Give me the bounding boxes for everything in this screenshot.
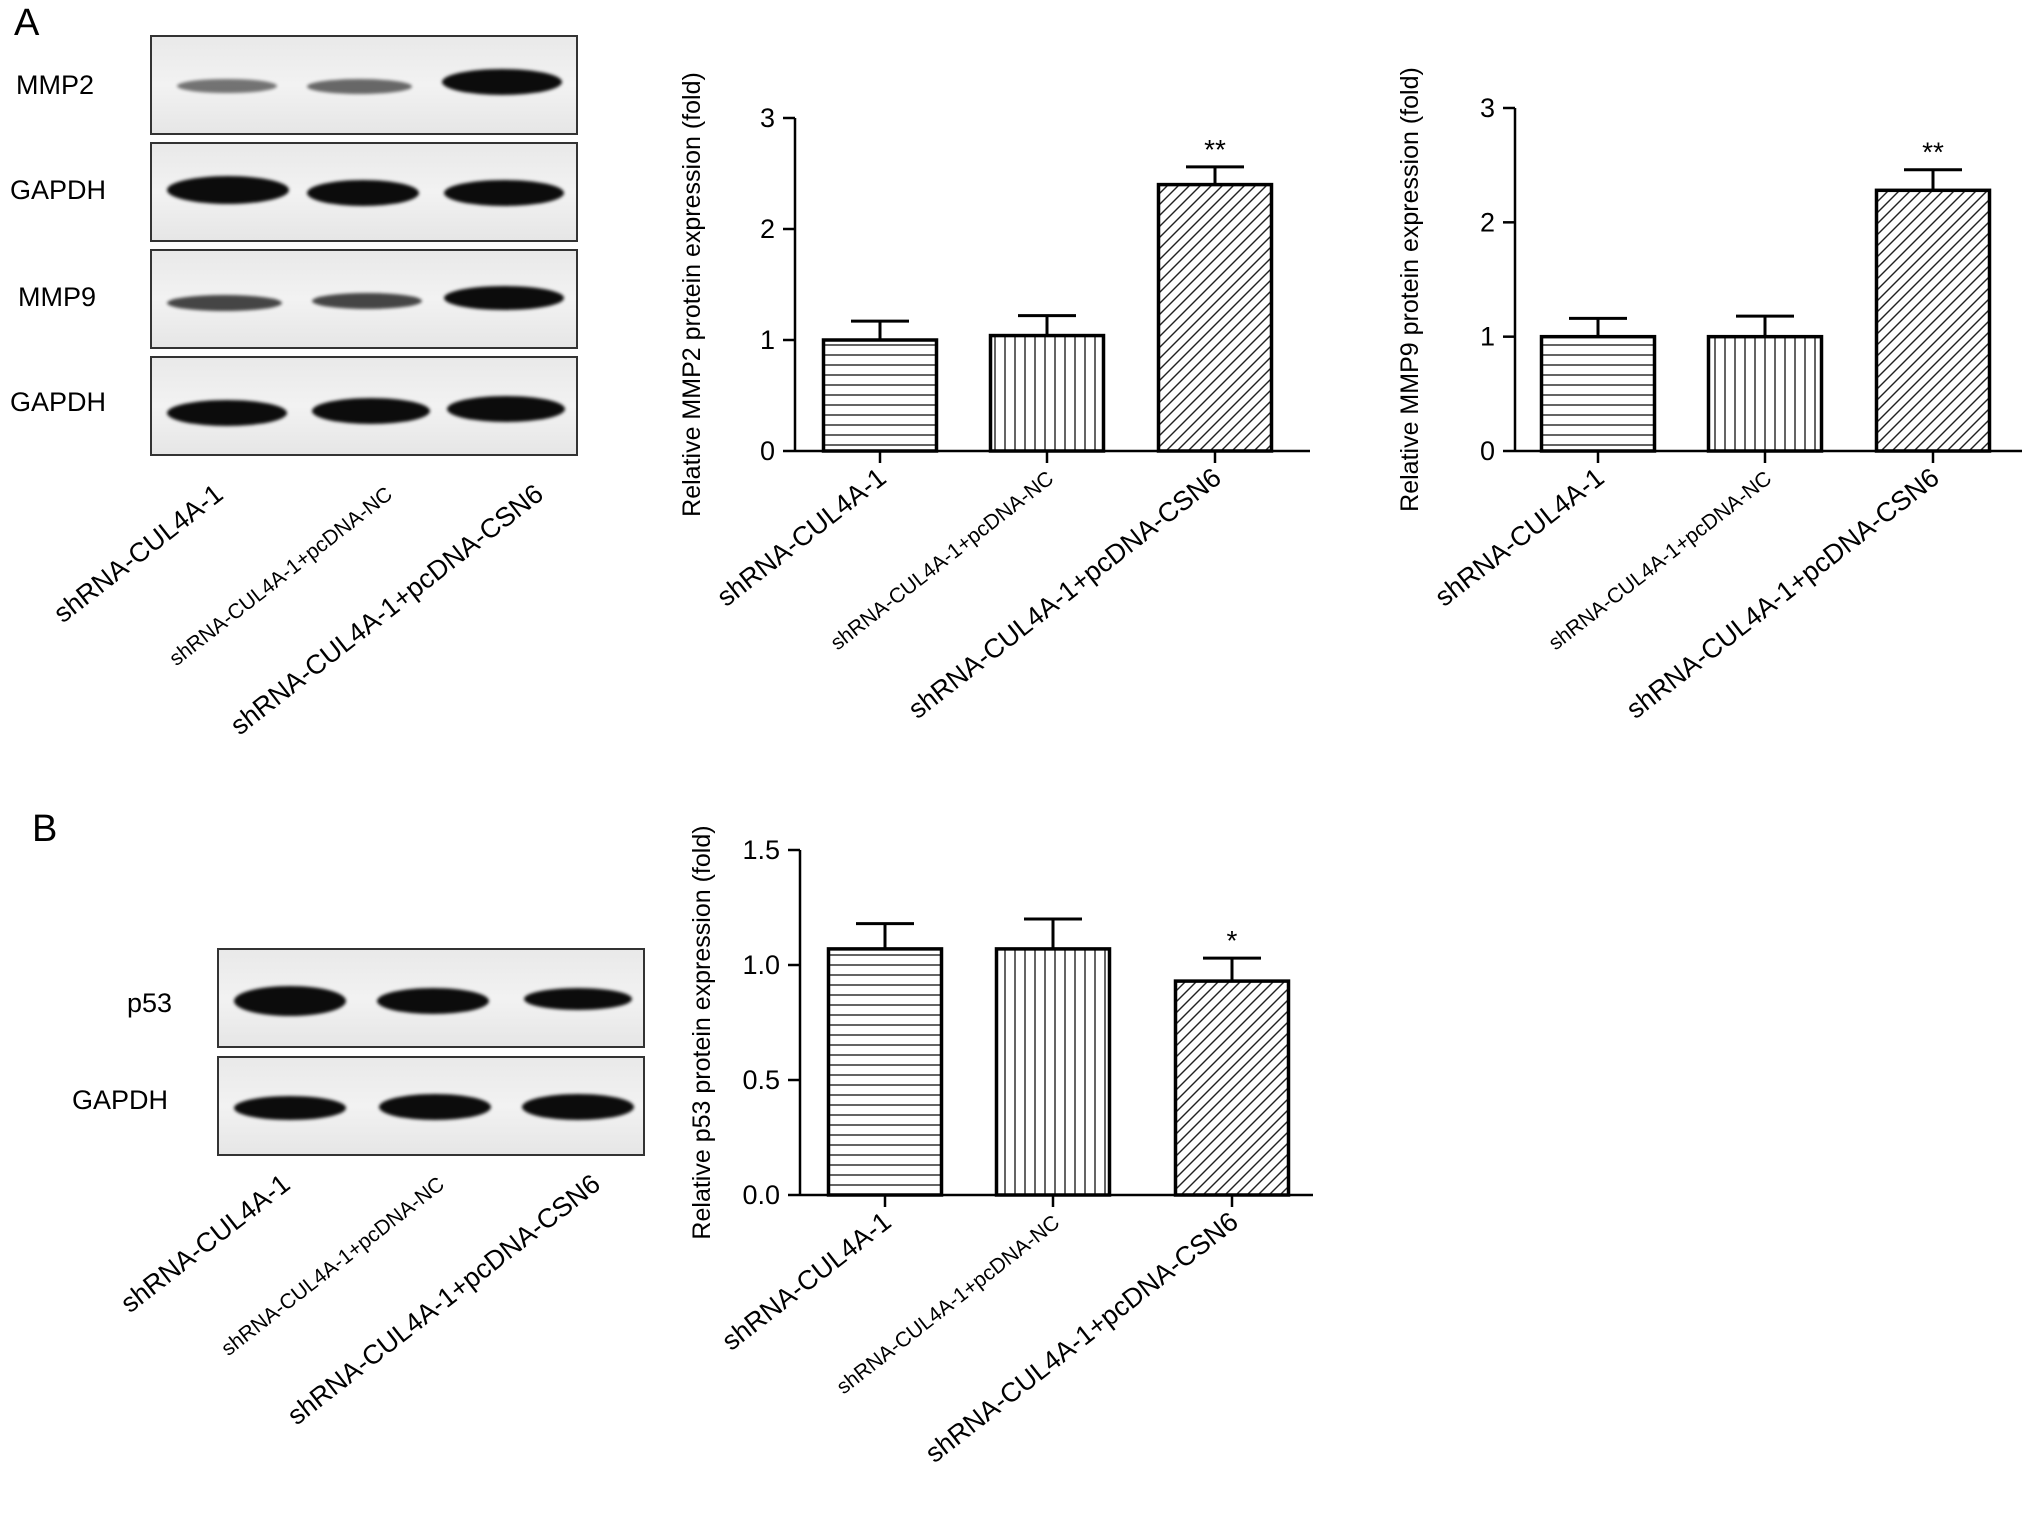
blot-band bbox=[167, 400, 287, 426]
y-tick-label: 0.5 bbox=[742, 1065, 780, 1095]
p53-chart-group: 0.0 0.5 1.0 1.5 Relative p53 protein express… bbox=[688, 825, 1313, 1469]
blot-a-row-label: MMP9 bbox=[18, 282, 97, 312]
blot-b-strip bbox=[217, 1056, 645, 1156]
y-tick-label: 1 bbox=[760, 325, 775, 355]
x-tick-label: shRNA-CUL4A-1+pcDNA-CSN6 bbox=[920, 1206, 1244, 1468]
x-tick-label: shRNA-CUL4A-1+pcDNA-CSN6 bbox=[903, 462, 1227, 724]
y-axis-label: Relative MMP9 protein expression (fold) bbox=[1396, 67, 1424, 512]
bar bbox=[1706, 334, 1824, 453]
blot-b-row-label: GAPDH bbox=[72, 1085, 169, 1115]
bar bbox=[1539, 334, 1657, 453]
blot-b-strip bbox=[217, 948, 645, 1048]
bar bbox=[1156, 182, 1274, 453]
x-tick-label: shRNA-CUL4A-1 bbox=[711, 462, 891, 612]
blot-band bbox=[379, 1094, 491, 1120]
bar bbox=[988, 333, 1106, 453]
blot-band bbox=[167, 176, 289, 204]
bar bbox=[1173, 979, 1291, 1197]
blot-band bbox=[312, 293, 422, 309]
blot-band bbox=[524, 988, 632, 1010]
blot-band bbox=[444, 286, 564, 310]
blot-a-row-label: GAPDH bbox=[10, 175, 107, 205]
x-tick-label: shRNA-CUL4A-1+pcDNA-CSN6 bbox=[1621, 462, 1945, 724]
blot-band bbox=[307, 79, 412, 94]
y-tick-label: 2 bbox=[760, 214, 775, 244]
y-tick-label: 0 bbox=[760, 436, 775, 466]
significance-mark: ** bbox=[1204, 134, 1226, 165]
mmp9-chart-group: 0 1 2 3 Relative MMP9 protein expression (fo… bbox=[1396, 67, 2022, 725]
blot-band bbox=[167, 295, 282, 311]
significance-mark: ** bbox=[1922, 137, 1944, 168]
bar bbox=[1874, 188, 1992, 453]
blot-band bbox=[234, 1096, 346, 1120]
blot-a-strip bbox=[150, 142, 578, 242]
y-tick-label: 1.0 bbox=[742, 950, 780, 980]
blot-a-row-label: GAPDH bbox=[10, 387, 107, 417]
x-tick-label: shRNA-CUL4A-1 bbox=[716, 1206, 896, 1356]
bar bbox=[826, 947, 944, 1197]
panel-a-letter: A bbox=[14, 2, 40, 44]
blot-a-row-label: MMP2 bbox=[16, 70, 95, 100]
blot-band bbox=[177, 79, 277, 93]
y-tick-label: 1.5 bbox=[742, 835, 780, 865]
panel-b-letter: B bbox=[32, 808, 58, 850]
blot-band bbox=[522, 1094, 634, 1120]
blot-b-row-label: p53 bbox=[127, 988, 173, 1018]
y-tick-label: 3 bbox=[1480, 93, 1495, 123]
y-tick-label: 0 bbox=[1480, 436, 1495, 466]
y-axis-label: Relative MMP2 protein expression (fold) bbox=[678, 72, 706, 517]
blot-a-strip bbox=[150, 249, 578, 349]
blot-band bbox=[234, 986, 346, 1016]
x-tick-label: shRNA-CUL4A-1 bbox=[1429, 462, 1609, 612]
blot-band bbox=[444, 180, 564, 206]
bar bbox=[994, 947, 1112, 1197]
mmp2-chart-group: 0 1 2 3 Relative MMP2 protein expression (fo… bbox=[678, 72, 1310, 725]
significance-mark: * bbox=[1227, 925, 1238, 956]
blot-band bbox=[377, 988, 489, 1014]
bar bbox=[821, 338, 939, 453]
y-tick-label: 2 bbox=[1480, 207, 1495, 237]
y-axis-label: Relative p53 protein expression (fold) bbox=[688, 825, 716, 1239]
blot-band bbox=[312, 398, 430, 424]
blot-band bbox=[442, 69, 562, 95]
y-tick-label: 0.0 bbox=[742, 1180, 780, 1210]
blot-band bbox=[307, 180, 419, 206]
y-tick-label: 3 bbox=[760, 103, 775, 133]
blot-band bbox=[447, 396, 565, 422]
blot-a-strip bbox=[150, 35, 578, 135]
y-tick-label: 1 bbox=[1480, 322, 1495, 352]
blot-a-strip bbox=[150, 356, 578, 456]
